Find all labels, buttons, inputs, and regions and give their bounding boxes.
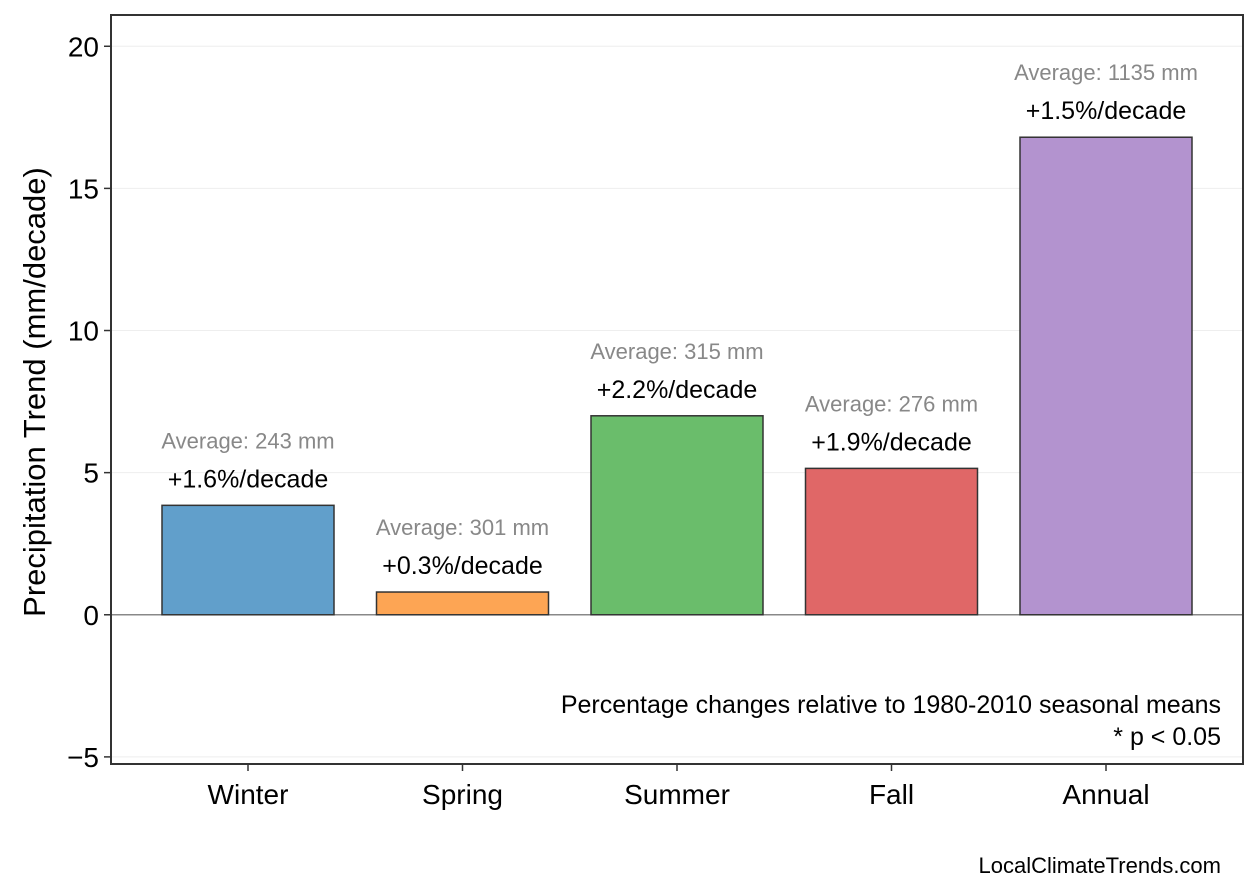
- x-tick-label: Summer: [624, 779, 730, 810]
- y-tick-label: 10: [68, 316, 99, 347]
- percent-label: +0.3%/decade: [382, 552, 543, 580]
- credit: LocalClimateTrends.com: [979, 853, 1222, 878]
- average-label: Average: 1135 mm: [1014, 60, 1198, 85]
- bar-spring: [375, 591, 550, 616]
- bar-labels: +1.6%/decade Average: 243 mm +0.3%/decade A…: [161, 60, 1198, 580]
- y-tick-label: 15: [68, 173, 99, 204]
- x-tick-label: Winter: [208, 779, 289, 810]
- y-tick-label: −5: [67, 742, 99, 773]
- x-tick-label: Spring: [422, 779, 503, 810]
- bar-annual: [1019, 136, 1193, 616]
- y-axis-label: Precipitation Trend (mm/decade): [17, 167, 52, 617]
- average-label: Average: 301 mm: [376, 515, 549, 540]
- percent-label: +1.5%/decade: [1026, 97, 1187, 125]
- bars: [161, 136, 1193, 616]
- average-label: Average: 243 mm: [161, 428, 334, 453]
- x-tick-label: Annual: [1062, 779, 1149, 810]
- annotation-note: Percentage changes relative to 1980-2010…: [561, 691, 1221, 719]
- percent-label: +1.9%/decade: [811, 428, 972, 456]
- bar-winter: [161, 504, 335, 616]
- x-axis: Winter Spring Summer Fall Annual: [208, 764, 1150, 810]
- x-tick-label: Fall: [869, 779, 914, 810]
- annotation-significance: * p < 0.05: [1113, 723, 1221, 751]
- y-tick-label: 0: [83, 600, 99, 631]
- average-label: Average: 315 mm: [590, 339, 763, 364]
- bar-fall: [804, 467, 979, 616]
- y-tick-label: 20: [68, 31, 99, 62]
- y-tick-label: 5: [83, 458, 99, 489]
- percent-label: +2.2%/decade: [597, 376, 758, 404]
- y-axis: −5 0 5 10 15 20: [67, 31, 111, 773]
- average-label: Average: 276 mm: [805, 391, 978, 416]
- bar-summer: [590, 415, 764, 616]
- percent-label: +1.6%/decade: [168, 465, 329, 493]
